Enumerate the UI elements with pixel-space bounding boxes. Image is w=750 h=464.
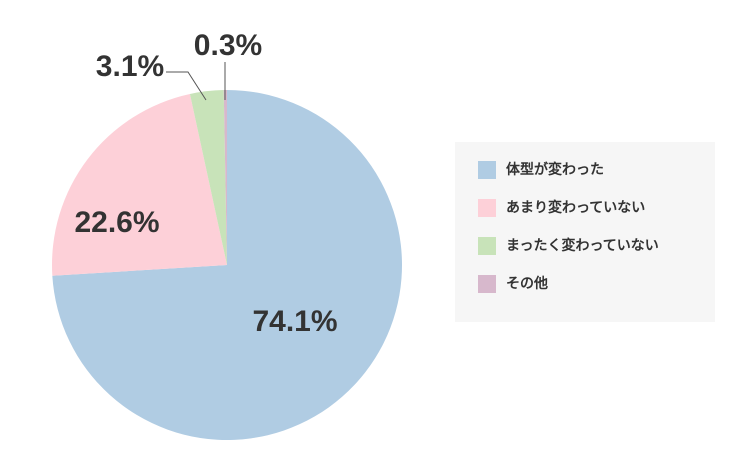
data-label: 3.1% — [96, 50, 164, 83]
legend-label: あまり変わっていない — [506, 199, 645, 216]
legend-box — [455, 142, 715, 322]
data-label: 0.3% — [194, 29, 262, 62]
legend-swatch — [478, 275, 496, 293]
pie-slice — [52, 90, 402, 440]
pie-slice — [52, 93, 227, 276]
legend-swatch — [478, 237, 496, 255]
data-label: 74.1% — [252, 305, 337, 338]
legend-swatch — [478, 161, 496, 179]
pie-slice — [223, 90, 227, 265]
legend-label: 体型が変わった — [506, 161, 604, 178]
legend-label: まったく変わっていない — [506, 237, 659, 254]
legend-label: その他 — [506, 275, 548, 292]
leader-line — [166, 71, 207, 101]
legend-swatch — [478, 199, 496, 217]
pie-slice — [189, 90, 227, 265]
data-label: 22.6% — [74, 206, 159, 239]
